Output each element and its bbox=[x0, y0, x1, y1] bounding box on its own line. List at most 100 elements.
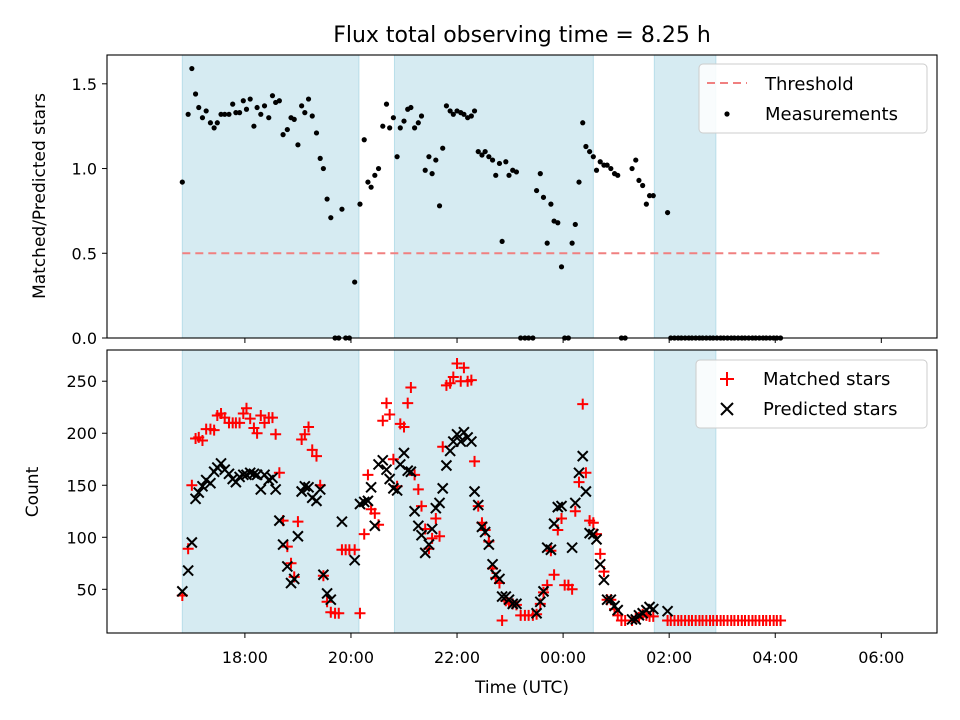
matched-star-marker bbox=[405, 381, 417, 393]
measurement-point bbox=[489, 157, 496, 163]
measurement-point bbox=[189, 65, 195, 72]
measurement-point bbox=[576, 179, 582, 185]
x-tick-label: 06:00 bbox=[858, 648, 904, 667]
measurement-point bbox=[196, 104, 202, 111]
predicted-star-marker bbox=[479, 526, 491, 538]
measurement-point bbox=[496, 160, 503, 167]
predicted-star-marker bbox=[433, 497, 446, 509]
predicted-star-marker bbox=[580, 485, 592, 498]
predicted-star-marker bbox=[365, 481, 377, 494]
measurement-point bbox=[383, 101, 390, 107]
legend-predicted-label: Predicted stars bbox=[763, 399, 897, 420]
matched-star-marker bbox=[402, 397, 414, 409]
y-tick-label: 0.0 bbox=[72, 329, 97, 348]
measurement-point bbox=[544, 240, 550, 246]
predicted-star-marker bbox=[510, 598, 523, 610]
matched-star-marker bbox=[556, 513, 568, 525]
measurement-point bbox=[192, 91, 199, 97]
predicted-star-marker bbox=[176, 585, 189, 598]
matched-star-marker bbox=[240, 402, 252, 414]
x-tick-label: 04:00 bbox=[752, 648, 798, 667]
matched-star-marker bbox=[548, 569, 560, 581]
predicted-star-marker bbox=[336, 515, 348, 528]
measurement-point bbox=[266, 115, 272, 121]
measurement-point bbox=[482, 148, 488, 155]
x-tick-label: 18:00 bbox=[222, 648, 268, 667]
matched-star-marker bbox=[577, 398, 589, 410]
measurement-point bbox=[450, 111, 456, 117]
measurement-point bbox=[558, 264, 565, 270]
predicted-star-marker bbox=[196, 480, 209, 493]
measurement-point bbox=[240, 98, 246, 104]
measurement-point bbox=[236, 110, 243, 116]
measurement-point bbox=[597, 159, 603, 165]
bottom-x-axis: 18:00 20:00 22:00 00:00 02:00 04:00 06:00 bbox=[222, 633, 904, 667]
predicted-star-marker bbox=[273, 514, 286, 527]
observing-intervals-count bbox=[181, 349, 717, 634]
matched-star-marker bbox=[496, 615, 508, 627]
measurement-point bbox=[540, 194, 547, 200]
measurement-point bbox=[401, 118, 407, 124]
predicted-star-marker bbox=[569, 497, 582, 509]
measurement-point bbox=[203, 108, 209, 114]
measurement-point bbox=[412, 125, 418, 131]
x-tick-label: 22:00 bbox=[434, 648, 480, 667]
matched-star-marker bbox=[369, 507, 381, 519]
matched-star-marker bbox=[434, 530, 446, 542]
measurement-point bbox=[629, 165, 635, 172]
measurement-point bbox=[633, 157, 639, 163]
y-tick-label: 0.5 bbox=[72, 244, 97, 263]
predicted-star-marker bbox=[391, 484, 403, 497]
measurement-point bbox=[324, 196, 330, 202]
predicted-star-marker bbox=[598, 574, 610, 586]
measurement-point bbox=[513, 169, 520, 175]
measurement-point bbox=[615, 172, 621, 178]
matched-star-marker bbox=[306, 444, 318, 456]
measurement-point bbox=[583, 143, 589, 150]
top-y-axis-label: Matched/Predicted stars bbox=[30, 93, 50, 299]
measurement-point bbox=[291, 116, 297, 122]
predicted-star-marker bbox=[358, 496, 370, 508]
predicted-star-marker bbox=[496, 590, 508, 603]
matched-star-marker bbox=[377, 415, 389, 427]
observing-intervals bbox=[181, 54, 717, 339]
predicted-star-marker bbox=[288, 573, 300, 585]
matched-star-marker bbox=[566, 583, 578, 595]
matched-star-marker bbox=[234, 417, 246, 429]
measurement-point bbox=[569, 240, 575, 246]
measurement-point bbox=[280, 132, 286, 138]
count-panel: 50 100 150 200 250 18:00 20:00 22:00 00:00 02:00… bbox=[23, 349, 938, 698]
measurement-point bbox=[258, 111, 264, 117]
predicted-star-marker bbox=[590, 533, 603, 546]
predicted-star-marker bbox=[426, 523, 438, 535]
measurement-point bbox=[555, 220, 561, 226]
measurement-point bbox=[211, 125, 217, 131]
predicted-star-marker bbox=[626, 613, 638, 626]
predicted-star-marker bbox=[548, 518, 560, 530]
y-tick-label: 100 bbox=[66, 528, 97, 547]
matched-star-marker bbox=[594, 548, 606, 560]
matched-star-marker bbox=[251, 427, 263, 439]
measurement-point bbox=[493, 172, 499, 178]
predicted-star-marker bbox=[444, 445, 456, 457]
measurement-point bbox=[214, 120, 220, 126]
x-tick-label: 00:00 bbox=[540, 648, 586, 667]
matched-star-marker bbox=[349, 544, 361, 556]
predicted-star-marker bbox=[423, 538, 435, 551]
matched-star-marker bbox=[647, 610, 659, 622]
measurement-point bbox=[352, 279, 358, 285]
measurement-point bbox=[328, 215, 334, 221]
matched-star-marker bbox=[415, 500, 427, 512]
measurement-point bbox=[397, 125, 403, 131]
measurement-point bbox=[608, 165, 614, 172]
measurement-point bbox=[418, 113, 425, 119]
measurement-point bbox=[243, 106, 250, 112]
measurement-point bbox=[468, 113, 474, 119]
y-tick-label: 150 bbox=[66, 476, 97, 495]
measurement-point bbox=[375, 165, 382, 172]
predicted-star-marker bbox=[455, 435, 467, 448]
measurement-point bbox=[433, 157, 439, 163]
measurement-point bbox=[185, 111, 191, 117]
matched-star-marker bbox=[387, 453, 399, 465]
measurement-point bbox=[572, 221, 578, 228]
